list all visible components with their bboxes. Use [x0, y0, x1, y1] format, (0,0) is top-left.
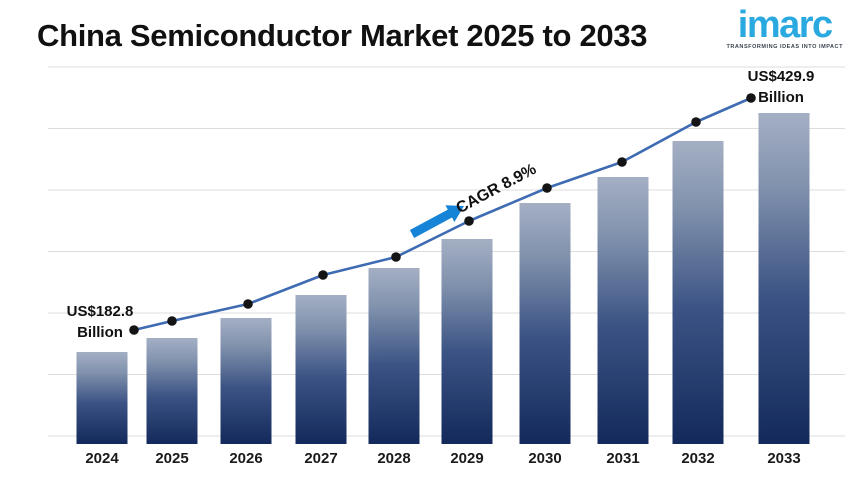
year-label-2028: 2028 [377, 450, 411, 467]
year-label-2032: 2032 [681, 450, 715, 467]
data-point-2031 [617, 157, 627, 167]
bar-2025 [146, 338, 198, 444]
end-value-line2: Billion [758, 89, 804, 106]
year-label-2026: 2026 [229, 450, 263, 467]
trend-line [133, 96, 752, 332]
data-point-2027 [318, 270, 328, 280]
page-title: China Semiconductor Market 2025 to 2033 [37, 18, 648, 53]
cagr-arrow-icon [409, 205, 464, 238]
year-label-2029: 2029 [450, 450, 484, 467]
bar-2027 [295, 295, 347, 444]
start-value-line1: US$182.8 [66, 303, 134, 320]
year-label-2027: 2027 [304, 450, 338, 467]
bar-2024 [76, 352, 128, 444]
bar-2031 [597, 177, 649, 444]
data-point-2032 [691, 117, 701, 127]
start-value-label: US$182.8 Billion [67, 301, 134, 343]
end-value-label: US$429.9 Billion [748, 66, 815, 108]
imarc-logo: imarc TRANSFORMING IDEAS INTO IMPACT [726, 4, 843, 50]
data-point-2026 [243, 299, 253, 309]
year-label-2024: 2024 [85, 450, 119, 467]
data-point-2025 [167, 316, 177, 326]
year-label-2025: 2025 [155, 450, 189, 467]
year-label-2030: 2030 [528, 450, 562, 467]
data-point-2030 [542, 183, 552, 193]
year-label-2031: 2031 [606, 450, 640, 467]
bar-2029 [441, 239, 493, 444]
data-point-2024 [129, 325, 139, 335]
trend-line-series [129, 93, 756, 335]
bar-2030 [519, 203, 571, 444]
imarc-logo-tagline: TRANSFORMING IDEAS INTO IMPACT [726, 44, 843, 50]
data-point-2033 [746, 93, 756, 103]
data-point-2029 [464, 216, 474, 226]
end-value-line1: US$429.9 [747, 68, 815, 85]
start-value-line2: Billion [77, 324, 123, 341]
imarc-logo-wordmark: imarc [737, 4, 833, 46]
bar-2026 [220, 318, 272, 444]
x-axis-year-labels: 2024 2025 2026 2027 2028 2029 2030 2031 2032 2033 [0, 450, 850, 470]
data-point-2028 [391, 252, 401, 262]
bar-2032 [672, 141, 724, 444]
bar-2028 [368, 268, 420, 444]
bar-series [76, 113, 810, 444]
bar-2033 [758, 113, 810, 444]
year-label-2033: 2033 [767, 450, 801, 467]
